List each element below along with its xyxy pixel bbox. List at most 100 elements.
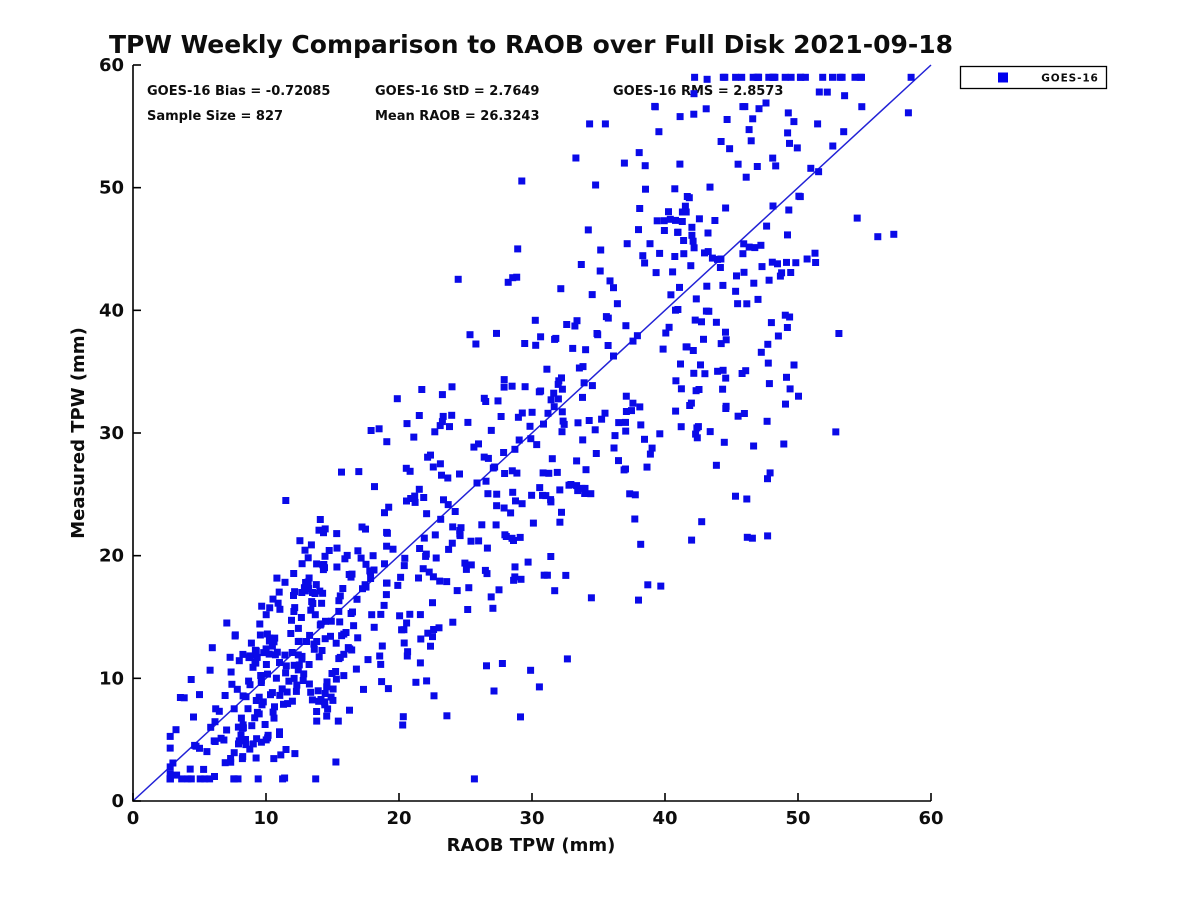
scatter-point <box>688 231 696 239</box>
scatter-point <box>579 393 586 401</box>
scatter-point <box>377 610 385 618</box>
scatter-point <box>310 645 318 653</box>
scatter-point <box>524 558 532 566</box>
scatter-point <box>797 73 805 81</box>
scatter-point <box>429 463 437 471</box>
scatter-point <box>451 508 459 515</box>
x-axis-ticks <box>132 793 932 801</box>
scatter-point <box>582 346 590 354</box>
scatter-point <box>420 534 428 542</box>
scatter-point <box>500 383 508 391</box>
scatter-point <box>660 217 668 225</box>
scatter-point <box>273 574 281 582</box>
scatter-point <box>656 430 664 438</box>
scatter-point <box>840 128 848 136</box>
scatter-point <box>644 581 652 589</box>
scatter-point <box>497 413 505 420</box>
scatter-point <box>440 496 447 504</box>
scatter-point <box>754 295 762 303</box>
scatter-point <box>294 638 302 645</box>
scatter-point <box>338 468 345 476</box>
scatter-point <box>350 622 358 630</box>
scatter-point <box>335 607 343 615</box>
scatter-point <box>636 205 644 212</box>
scatter-point <box>299 677 307 684</box>
scatter-point <box>290 674 298 682</box>
scatter-point <box>628 407 635 415</box>
scatter-point <box>494 397 502 405</box>
scatter-point <box>660 227 668 234</box>
scatter-point <box>574 419 582 427</box>
scatter-point <box>415 574 422 582</box>
scatter-point <box>263 630 271 638</box>
scatter-point <box>493 502 501 510</box>
scatter-point <box>375 425 383 433</box>
scatter-point <box>755 73 763 81</box>
scatter-point <box>252 754 260 762</box>
scatter-point <box>223 619 231 627</box>
scatter-point <box>858 103 866 111</box>
scatter-point <box>180 694 188 702</box>
scatter-point <box>230 705 238 713</box>
scatter-point <box>487 593 495 601</box>
scatter-point <box>201 775 209 783</box>
scatter-point <box>801 73 809 81</box>
scatter-point <box>606 277 614 285</box>
scatter-point <box>587 594 595 602</box>
scatter-point <box>418 386 426 393</box>
scatter-series-goes16 <box>166 73 915 783</box>
scatter-point <box>281 651 289 659</box>
scatter-point <box>743 533 751 541</box>
scatter-point <box>702 105 710 113</box>
scatter-point <box>321 525 329 533</box>
scatter-point <box>740 268 748 276</box>
scatter-point <box>689 237 697 245</box>
scatter-point <box>276 605 284 613</box>
scatter-point <box>693 434 701 442</box>
scatter-point <box>305 680 313 688</box>
scatter-point <box>593 330 601 337</box>
y-tick-label: 50 <box>99 178 124 199</box>
scatter-point <box>366 567 374 575</box>
scatter-point <box>573 317 581 325</box>
scatter-point <box>739 250 747 258</box>
scatter-point <box>431 531 439 539</box>
scatter-point <box>573 457 581 465</box>
scatter-point <box>558 428 566 436</box>
scatter-point <box>569 344 577 352</box>
scatter-point <box>765 276 773 284</box>
scatter-point <box>335 597 343 605</box>
scatter-point <box>543 571 551 579</box>
scatter-point <box>604 314 612 322</box>
scatter-point <box>354 547 362 555</box>
scatter-point <box>321 552 329 560</box>
scatter-point <box>262 611 270 619</box>
scatter-point <box>592 181 600 189</box>
scatter-point <box>557 285 565 293</box>
scatter-point <box>315 526 323 534</box>
scatter-point <box>792 259 800 267</box>
scatter-point <box>381 509 388 517</box>
scatter-point <box>571 322 579 330</box>
scatter-point <box>539 469 547 477</box>
scatter-point <box>436 577 444 585</box>
scatter-point <box>738 370 746 377</box>
scatter-point <box>403 497 410 505</box>
scatter-point <box>556 518 564 526</box>
scatter-point <box>336 592 344 600</box>
scatter-point <box>770 73 777 81</box>
scatter-point <box>287 630 295 637</box>
scatter-point <box>548 455 556 463</box>
scatter-point <box>449 618 457 626</box>
scatter-point <box>396 612 404 620</box>
scatter-point <box>282 669 290 677</box>
scatter-point <box>787 269 795 276</box>
scatter-point <box>536 484 544 492</box>
scatter-point <box>495 586 503 594</box>
scatter-point <box>252 647 260 655</box>
scatter-point <box>513 469 521 477</box>
scatter-point <box>221 692 229 699</box>
scatter-point <box>629 399 637 407</box>
scatter-point <box>270 638 278 646</box>
scatter-point <box>554 395 562 403</box>
